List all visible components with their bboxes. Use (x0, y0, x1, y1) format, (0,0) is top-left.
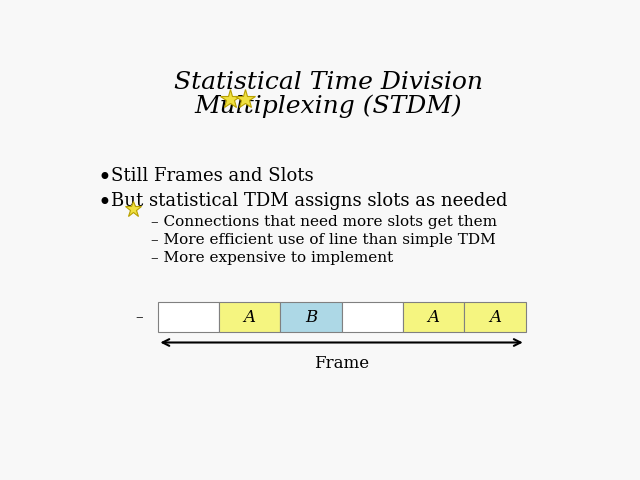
Text: Multiplexing (STDM): Multiplexing (STDM) (194, 95, 462, 118)
Text: –: – (136, 310, 143, 324)
Text: A: A (244, 309, 255, 325)
Text: Frame: Frame (314, 355, 369, 372)
Bar (157, 302, 219, 332)
Bar (342, 302, 403, 332)
Text: But statistical TDM assigns slots as needed: But statistical TDM assigns slots as nee… (111, 192, 508, 210)
Bar (219, 302, 280, 332)
Text: – More expensive to implement: – More expensive to implement (151, 251, 394, 265)
Text: •: • (97, 192, 111, 216)
Text: – Connections that need more slots get them: – Connections that need more slots get t… (151, 216, 497, 229)
Bar (403, 302, 464, 332)
Bar (464, 302, 525, 332)
Text: •: • (97, 167, 111, 190)
Bar (280, 302, 342, 332)
Text: – More efficient use of line than simple TDM: – More efficient use of line than simple… (151, 233, 496, 247)
Text: Statistical Time Division: Statistical Time Division (173, 72, 483, 95)
Text: Still Frames and Slots: Still Frames and Slots (111, 167, 314, 185)
Text: A: A (489, 309, 501, 325)
Text: B: B (305, 309, 317, 325)
Text: A: A (428, 309, 440, 325)
